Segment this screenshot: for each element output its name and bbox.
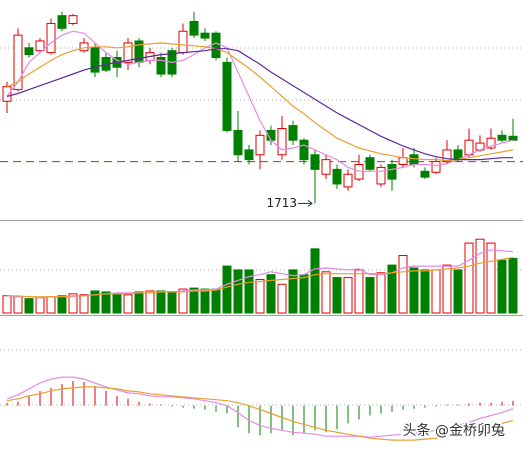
volume-bar [420,269,430,314]
candle-body [222,61,232,131]
volume-bar [332,277,342,314]
volume-bar [156,290,166,314]
volume-bar [453,269,463,314]
volume-bar [442,264,452,314]
volume-bar [277,283,287,314]
annotation-label: 1713 [266,196,297,210]
candle-body [398,157,408,165]
volume-bar [13,296,23,314]
candle-body [508,135,518,141]
volume-bar [376,272,386,314]
candle-body [464,139,474,156]
volume-bar [299,274,309,314]
volume-bar [167,291,177,314]
moving-average-line [6,42,514,162]
candle-body [178,30,188,54]
candle-body [255,134,265,156]
volume-bar [497,259,507,314]
candle-body [233,129,243,156]
candle-body [431,161,441,173]
volume-bar [134,291,144,314]
candle-body [244,149,254,161]
candle-body [35,40,45,52]
candle-body [57,15,67,29]
candle-body [365,157,375,170]
moving-average-line [6,48,513,161]
candle-body [442,149,452,163]
volume-bar [178,288,188,314]
volume-bar [112,293,122,314]
volume-bar [200,288,210,314]
volume-bar [508,257,518,314]
candle-body [486,137,496,149]
volume-bar [57,295,67,314]
candle-body [90,47,100,73]
candle-body [420,170,430,178]
candle-body [288,125,298,141]
volume-bar [189,287,199,314]
volume-bar [486,242,496,314]
candle-body [13,34,23,91]
candle-body [409,154,419,165]
volume-bar [90,290,100,314]
volume-bar [310,248,320,314]
candle-body [156,57,166,75]
candle-body [332,168,342,185]
candle-body [497,134,507,141]
candle-body [211,32,221,59]
volume-bar [145,290,155,314]
watermark-halo: 头条 @金桥卯兔 [403,422,505,439]
volume-bar [288,269,298,314]
watermark: 头条 @金桥卯兔 [403,422,505,439]
volume-bar [266,274,276,314]
volume-bar [35,297,45,314]
candle-body [310,154,320,170]
volume-bar [2,295,12,314]
volume-bar [255,278,265,314]
volume-bar [387,264,397,314]
candle-body [299,139,309,161]
volume-bar [354,269,364,314]
volume-bar [431,269,441,314]
volume-bar [24,298,34,314]
volume-bar [409,267,419,314]
volume-bar [222,265,232,314]
candle-body [376,166,386,185]
volume-bar [123,294,133,314]
moving-average-line [7,256,514,298]
volume-bar [464,242,474,314]
volume-bar [365,277,375,314]
candle-body [2,86,12,102]
volume-bar [321,271,331,314]
candle-body [321,159,331,175]
candle-body [200,32,210,39]
moving-average-line [6,30,514,172]
candle-body [189,21,199,36]
candle-body [24,47,34,56]
volume-bar [398,255,408,314]
volume-bar [475,238,485,314]
candle-body [46,22,56,54]
volume-bar [46,296,56,314]
volume-bar [343,277,353,314]
candle-body [387,164,397,180]
annotation-arrowhead [307,200,313,207]
moving-average-line [6,376,514,438]
moving-average-line [6,386,514,441]
candle-body [79,42,89,52]
marks: 1713 [0,11,523,441]
volume-bar [211,288,221,314]
candle-body [343,173,353,188]
candle-body [123,42,133,63]
volume-bar [244,269,254,314]
candle-body [68,15,78,24]
volume-bar [79,294,89,314]
volume-bar [233,269,243,314]
volume-bar [101,291,111,314]
candle-body [277,128,287,156]
volume-bar [68,293,78,314]
